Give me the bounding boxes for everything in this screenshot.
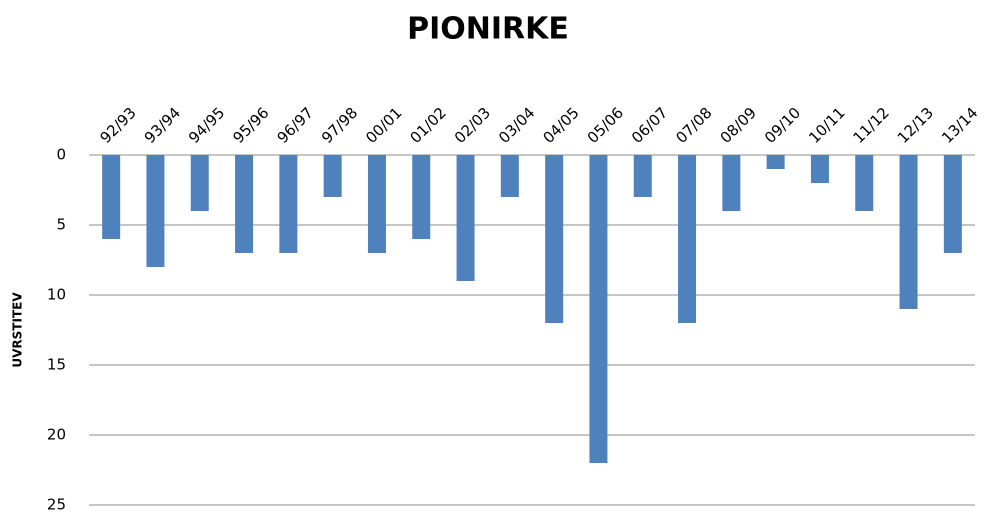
x-tick-label: 07/08 xyxy=(672,104,715,147)
bar xyxy=(500,155,519,197)
x-tick-label: 12/13 xyxy=(894,104,937,147)
y-axis-label: UVRSTITEV xyxy=(11,292,25,368)
y-tick-label: 15 xyxy=(47,356,66,374)
bar xyxy=(855,155,874,211)
bar xyxy=(633,155,652,197)
bar xyxy=(722,155,741,211)
y-tick-label: 20 xyxy=(47,426,66,444)
y-tick-label: 0 xyxy=(56,146,66,164)
x-tick-label: 96/97 xyxy=(274,104,317,147)
x-tick-label: 05/06 xyxy=(584,104,627,147)
x-tick-label: 09/10 xyxy=(761,104,804,147)
x-tick-label: 97/98 xyxy=(318,104,361,147)
x-tick-label: 94/95 xyxy=(185,104,228,147)
bar xyxy=(589,155,608,463)
bar xyxy=(323,155,342,197)
x-tick-label: 01/02 xyxy=(407,104,450,147)
x-tick-label: 03/04 xyxy=(495,104,538,147)
x-tick-label: 08/09 xyxy=(717,104,760,147)
bar xyxy=(545,155,564,323)
x-tick-label: 92/93 xyxy=(96,104,139,147)
x-tick-label: 13/14 xyxy=(938,104,981,147)
y-tick-label: 25 xyxy=(47,496,66,513)
x-tick-label: 10/11 xyxy=(805,104,848,147)
bar xyxy=(367,155,386,253)
x-tick-label: 06/07 xyxy=(628,104,671,147)
bar xyxy=(146,155,165,267)
bar xyxy=(190,155,209,211)
bar xyxy=(456,155,475,281)
x-tick-label: 02/03 xyxy=(451,104,494,147)
y-tick-label: 10 xyxy=(47,286,66,304)
bar xyxy=(766,155,785,169)
bar xyxy=(235,155,254,253)
x-tick-label: 95/96 xyxy=(229,104,272,147)
bar xyxy=(279,155,298,253)
y-tick-label: 5 xyxy=(56,216,66,234)
bar xyxy=(899,155,918,309)
bar xyxy=(943,155,962,253)
bar xyxy=(102,155,121,239)
chart-title: PIONIRKE xyxy=(407,12,569,47)
x-tick-label: 93/94 xyxy=(141,104,184,147)
bar xyxy=(810,155,829,183)
x-tick-label: 04/05 xyxy=(539,104,582,147)
bar xyxy=(678,155,697,323)
bar xyxy=(412,155,431,239)
x-tick-label: 11/12 xyxy=(850,104,893,147)
x-tick-label: 00/01 xyxy=(362,104,405,147)
